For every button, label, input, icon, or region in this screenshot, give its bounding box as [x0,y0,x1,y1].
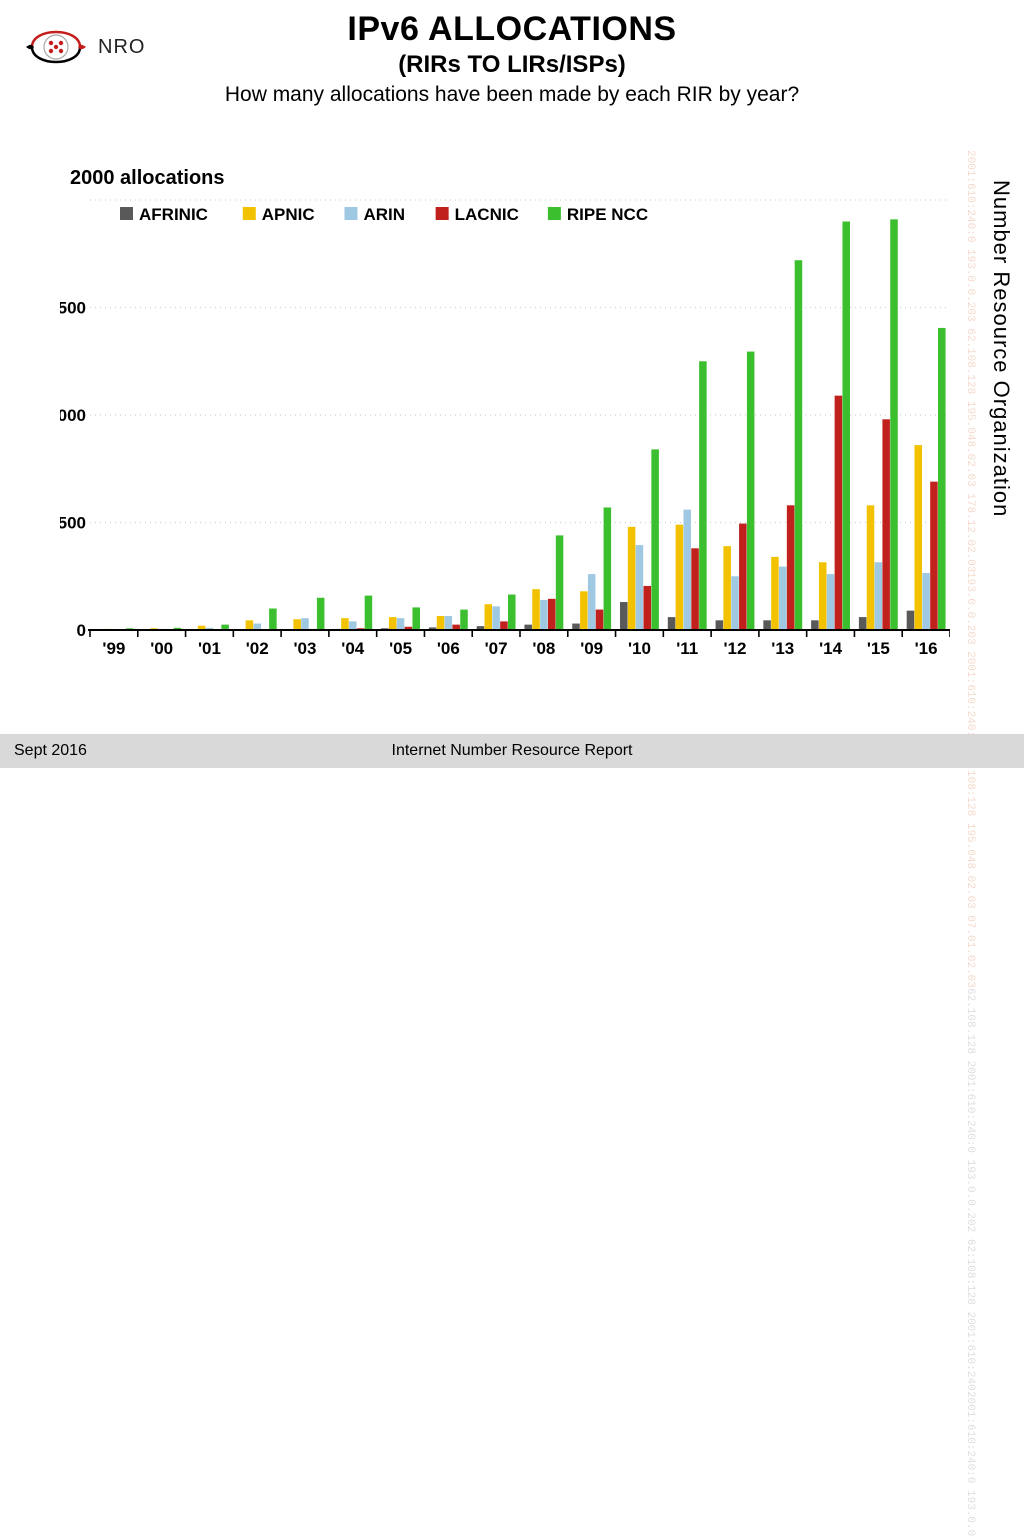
svg-text:'04: '04 [341,639,364,658]
svg-text:'01: '01 [198,639,221,658]
svg-text:'05: '05 [389,639,412,658]
svg-text:'99: '99 [102,639,125,658]
svg-text:'13: '13 [771,639,794,658]
svg-text:2000 allocations: 2000 allocations [70,167,225,189]
page-question: How many allocations have been made by e… [0,83,1024,107]
side-label: Number Resource Organization [988,180,1014,517]
svg-text:1500: 1500 [60,299,86,318]
svg-text:'15: '15 [867,639,890,658]
svg-text:'07: '07 [485,639,508,658]
footer-bar: Sept 2016 Internet Number Resource Repor… [0,734,1024,768]
svg-text:RIPE NCC: RIPE NCC [567,205,648,224]
svg-text:LACNIC: LACNIC [455,205,519,224]
svg-text:ARIN: ARIN [363,205,405,224]
footer-report: Internet Number Resource Report [0,742,1024,760]
svg-text:'12: '12 [724,639,747,658]
svg-text:AFRINIC: AFRINIC [139,205,208,224]
svg-text:'06: '06 [437,639,460,658]
svg-text:'02: '02 [246,639,269,658]
page-title: IPv6 ALLOCATIONS [0,10,1024,49]
svg-text:0: 0 [77,621,86,640]
footer-date: Sept 2016 [14,742,87,760]
header: IPv6 ALLOCATIONS (RIRs TO LIRs/ISPs) How… [0,10,1024,107]
svg-text:'14: '14 [819,639,842,658]
svg-text:'16: '16 [915,639,938,658]
svg-text:'10: '10 [628,639,651,658]
page-subtitle: (RIRs TO LIRs/ISPs) [0,51,1024,79]
allocations-chart: 0 500 1000 1500 2000 allocations '99 '00 '01 '02… [60,160,950,670]
svg-text:'09: '09 [580,639,603,658]
svg-text:APNIC: APNIC [262,205,315,224]
svg-text:'11: '11 [676,639,698,658]
svg-text:'03: '03 [294,639,317,658]
svg-text:'08: '08 [532,639,555,658]
svg-text:500: 500 [60,514,86,533]
svg-text:'00: '00 [150,639,173,658]
svg-text:1000: 1000 [60,406,86,425]
